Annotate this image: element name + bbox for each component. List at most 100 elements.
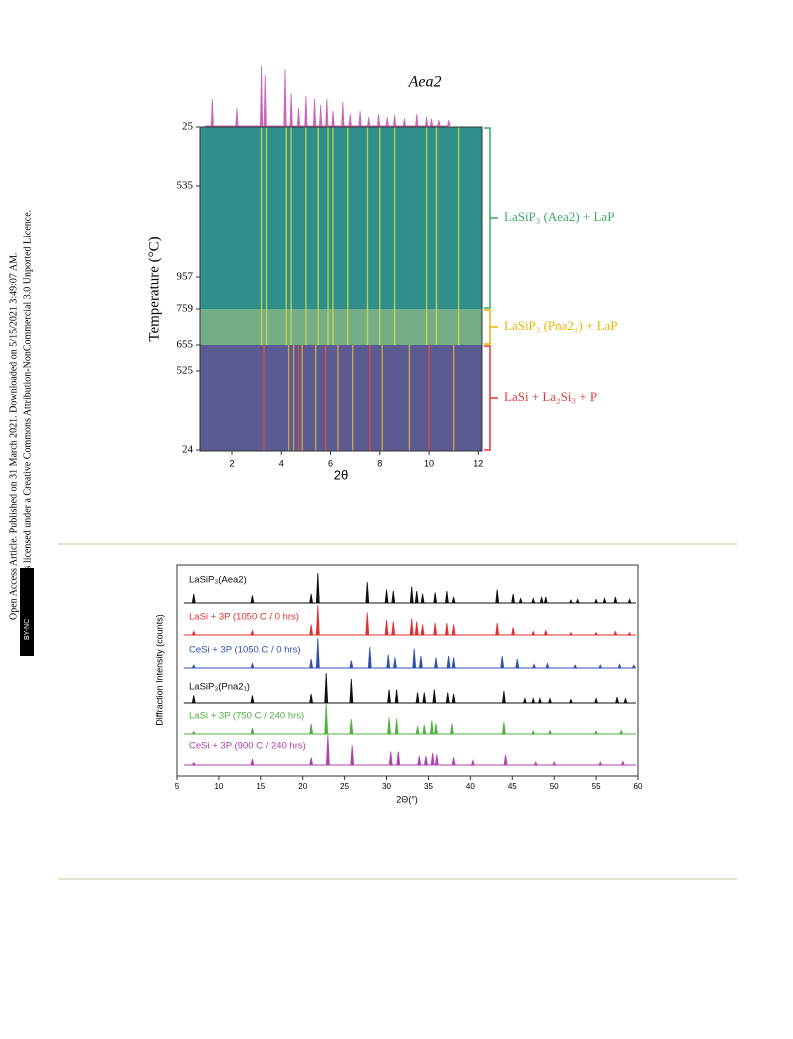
diffraction-peak [349, 718, 354, 735]
reference-peak [325, 98, 329, 127]
cc-badge [20, 568, 34, 656]
diffraction-peak [324, 703, 329, 735]
diffraction-peak [552, 761, 557, 766]
diffraction-peak [545, 662, 550, 669]
legend-label: LaSi + 3P (750 C / 240 hrs) [189, 711, 304, 722]
diffraction-peak [594, 598, 598, 604]
diffraction-peak [627, 631, 632, 636]
plot-frame [176, 564, 639, 777]
diffraction-peak [531, 597, 536, 604]
reference-peak [367, 116, 371, 127]
diffraction-peak [531, 730, 536, 735]
diffraction-peak [594, 730, 598, 735]
cc-badge-text: BY-NC [24, 619, 31, 640]
diffraction-peak [387, 717, 391, 735]
sidebar-line: Open Access Article. Published on 31 Mar… [8, 253, 19, 620]
chart-title: Aea2 [408, 74, 442, 91]
diffraction-peak [617, 663, 622, 669]
diffraction-peak [309, 593, 314, 604]
diffraction-peak [511, 593, 516, 604]
diffraction-peak [394, 689, 399, 704]
x-tick-label: 10 [424, 458, 434, 468]
x-tick-label: 55 [592, 782, 601, 791]
x-tick-label: 2 [230, 458, 235, 468]
diffraction-peak [501, 690, 506, 704]
x-tick-label: 60 [634, 782, 643, 791]
diffraction-peak [623, 697, 628, 704]
diffraction-peak [250, 727, 255, 735]
diffraction-peak [387, 689, 391, 704]
diffraction-peak [350, 745, 355, 766]
x-tick-label: 30 [382, 782, 391, 791]
diffraction-peak [315, 604, 320, 636]
y-tick-label: 525 [177, 365, 194, 377]
diffraction-peak [594, 631, 598, 636]
diffraction-peak [434, 657, 438, 669]
diffraction-peak [409, 618, 414, 636]
reference-peak [447, 119, 451, 127]
diffraction-peak [417, 755, 422, 766]
diffraction-peak [315, 572, 320, 604]
diffraction-peak [434, 723, 438, 735]
phase-label: LaSiP₃ (Aea2) + LaP [504, 209, 614, 224]
diffraction-peak [573, 664, 577, 669]
y-tick-label: 655 [177, 339, 194, 351]
diffraction-peak [511, 627, 516, 636]
diffraction-peak [422, 724, 427, 735]
diffraction-peak [533, 761, 538, 766]
reference-peak [312, 98, 317, 127]
diffraction-peak [388, 751, 393, 766]
diffraction-peak [444, 590, 449, 604]
reference-peak [424, 116, 429, 127]
reference-peak [304, 95, 308, 127]
diffraction-peak [569, 698, 573, 704]
diffraction-peak [432, 689, 437, 704]
diffraction-peak [433, 622, 438, 636]
reference-peak [235, 107, 239, 127]
diffraction-peak [429, 720, 434, 735]
x-tick-label: 20 [298, 782, 307, 791]
x-tick-label: 12 [473, 458, 483, 468]
diffraction-peak [470, 759, 475, 766]
diffraction-peak [548, 729, 552, 735]
diffraction-peak [191, 593, 196, 604]
phase-band [200, 309, 482, 345]
diffraction-peak [538, 697, 542, 704]
legend-label: LaSiP₃(Aea2) [189, 575, 247, 586]
reference-peak [348, 113, 352, 127]
diffraction-peak [613, 630, 618, 636]
phase-band [200, 127, 482, 309]
diffraction-peak [424, 755, 428, 766]
diffraction-peak [250, 758, 255, 766]
diffraction-peak [315, 637, 320, 669]
y-tick-label: 535 [177, 180, 194, 192]
diffraction-peak [191, 730, 196, 735]
bracket [484, 309, 498, 345]
diffraction-peak [518, 597, 523, 604]
diffraction-peak [495, 589, 500, 604]
diffraction-peak [451, 596, 456, 604]
diffraction-peak [515, 658, 520, 669]
x-tick-label: 45 [508, 782, 517, 791]
diffraction-peak [325, 734, 330, 766]
diffraction-peak [598, 664, 603, 669]
x-tick-label: 40 [466, 782, 475, 791]
reference-peak [385, 116, 389, 127]
diffraction-peak [451, 624, 456, 636]
reference-peak [259, 65, 264, 127]
diffraction-peak [446, 655, 451, 669]
diffraction-peak [250, 662, 255, 669]
bracket [484, 345, 498, 451]
diffraction-peak [495, 622, 500, 636]
y-tick-label: 24 [182, 444, 194, 456]
diffraction-peak [501, 721, 506, 735]
diffraction-peak [409, 586, 414, 604]
diffraction-peak [250, 595, 255, 604]
diffraction-peak [419, 655, 423, 669]
diffraction-peak [451, 657, 456, 669]
diffraction-peak [309, 693, 314, 704]
x-tick-label: 8 [377, 458, 382, 468]
x-tick-label: 25 [340, 782, 349, 791]
diffraction-peak [324, 672, 329, 704]
